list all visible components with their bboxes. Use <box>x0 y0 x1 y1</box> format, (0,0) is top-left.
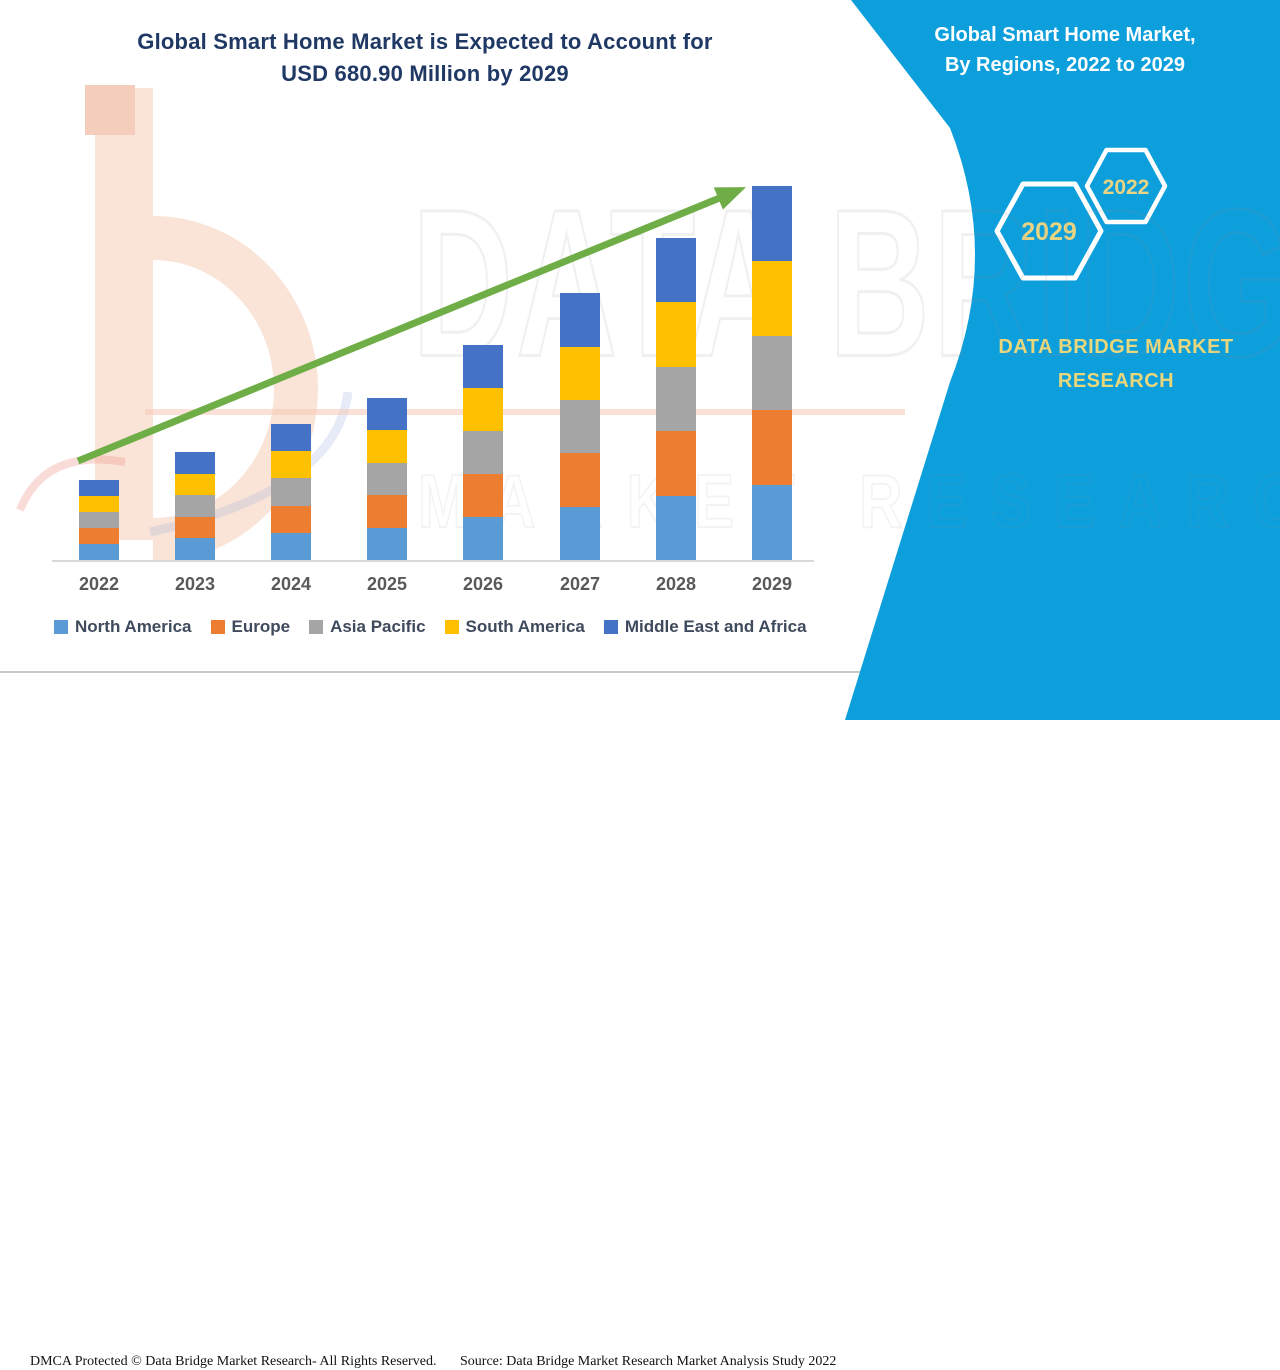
bar-segment-europe <box>656 431 696 496</box>
footer-dmca-text: DMCA Protected © Data Bridge Market Rese… <box>30 1354 437 1369</box>
sidebar-title-line2: By Regions, 2022 to 2029 <box>944 54 1186 76</box>
sidebar-panel-shape: 2029 2022 <box>845 0 1280 720</box>
bar-segment-asia-pacific <box>463 431 503 474</box>
sidebar-panel-background <box>845 0 1280 720</box>
hexagon-2022-label: 2022 <box>1103 176 1150 199</box>
hexagon-2022 <box>1084 147 1168 225</box>
chart-legend: North America Europe Asia Pacific South Ame… <box>54 617 807 637</box>
header: Global Smart Home Market is Expected to … <box>0 0 1280 100</box>
x-axis-label-2026: 2026 <box>462 574 504 594</box>
legend-item-middle-east-and-africa: Middle East and Africa <box>603 617 807 637</box>
bar-segment-europe <box>560 453 600 507</box>
bar-2027 <box>560 293 600 560</box>
bar-segment-middle-east-and-africa <box>367 397 407 431</box>
bar-2026 <box>463 345 503 560</box>
bar-segment-middle-east-and-africa <box>656 237 696 303</box>
x-axis-label-2029: 2029 <box>751 574 793 594</box>
page-title-line1: Global Smart Home Market is Expected to … <box>137 29 713 54</box>
legend-swatch <box>603 620 618 634</box>
bar-segment-north-america <box>79 544 119 560</box>
bar-segment-asia-pacific <box>271 478 311 506</box>
bar-segment-asia-pacific <box>560 399 600 454</box>
bar-segment-south-america <box>752 260 792 336</box>
legend-label: South America <box>465 617 585 636</box>
legend-item-north-america: North America <box>54 617 192 637</box>
bar-segment-europe <box>271 505 311 533</box>
legend-label: Europe <box>231 617 291 636</box>
legend-swatch <box>210 620 225 634</box>
page-title-line2: USD 680.90 Million by 2029 <box>281 61 569 86</box>
x-axis-label-2025: 2025 <box>366 574 408 594</box>
legend-swatch <box>54 620 68 634</box>
x-axis-label-2022: 2022 <box>78 574 120 594</box>
bar-segment-middle-east-and-africa <box>560 293 600 347</box>
bar-segment-north-america <box>752 485 792 560</box>
bar-segment-north-america <box>656 495 696 560</box>
bar-segment-middle-east-and-africa <box>79 480 119 497</box>
sidebar-title-line1: Global Smart Home Market, <box>934 24 1196 46</box>
x-axis-label-2027: 2027 <box>559 574 601 594</box>
bar-2022 <box>79 480 119 560</box>
bar-segment-asia-pacific <box>175 495 215 517</box>
sidebar-title: Global Smart Home Market, By Regions, 20… <box>900 20 1230 80</box>
bar-segment-south-america <box>367 430 407 463</box>
bar-segment-south-america <box>271 451 311 479</box>
bar-2024 <box>271 424 311 560</box>
bar-segment-europe <box>463 474 503 517</box>
bar-segment-europe <box>175 516 215 539</box>
footer-divider <box>0 671 1280 673</box>
bar-segment-asia-pacific <box>367 462 407 496</box>
sidebar-panel: 2029 2022 Global Smart Home Market, By R… <box>845 0 1280 720</box>
bar-segment-europe <box>79 528 119 545</box>
bar-2029 <box>752 186 792 560</box>
stacked-bar-chart: 2022 2023 2024 2025 2026 2027 2028 2029 North A… <box>52 186 814 637</box>
legend-item-asia-pacific: Asia Pacific <box>309 617 426 637</box>
brand-wordmark: DATA BRIDGE MARKET RESEARCH <box>960 330 1272 398</box>
bar-segment-middle-east-and-africa <box>752 186 792 261</box>
bar-segment-north-america <box>367 527 407 560</box>
bar-segment-south-america <box>175 473 215 496</box>
bar-segment-asia-pacific <box>79 512 119 529</box>
brand-wordmark-line1: DATA BRIDGE MARKET <box>998 336 1234 358</box>
bar-segment-south-america <box>79 496 119 513</box>
bar-segment-south-america <box>656 302 696 367</box>
bar-2028 <box>656 237 696 560</box>
bar-segment-middle-east-and-africa <box>463 345 503 388</box>
bar-segment-europe <box>752 410 792 486</box>
bar-segment-north-america <box>271 532 311 560</box>
legend-item-south-america: South America <box>444 617 585 637</box>
hexagon-2029 <box>994 181 1104 281</box>
bar-segment-north-america <box>463 517 503 560</box>
legend-label: North America <box>75 617 192 636</box>
bar-segment-south-america <box>463 388 503 431</box>
bar-2025 <box>367 397 407 560</box>
bar-segment-asia-pacific <box>656 366 696 432</box>
x-axis-label-2024: 2024 <box>270 574 312 594</box>
bar-segment-europe <box>367 495 407 528</box>
footer-source-text: Source: Data Bridge Market Research Mark… <box>460 1354 837 1369</box>
bar-segment-south-america <box>560 346 600 400</box>
page-title: Global Smart Home Market is Expected to … <box>40 26 810 90</box>
brand-wordmark-line2: RESEARCH <box>1057 370 1175 392</box>
x-axis-label-2028: 2028 <box>655 574 697 594</box>
bar-2023 <box>175 452 215 560</box>
legend-label: Asia Pacific <box>330 617 426 636</box>
x-axis-label-2023: 2023 <box>174 574 216 594</box>
hexagon-2029-label: 2029 <box>1021 218 1077 246</box>
legend-swatch <box>444 620 459 634</box>
x-axis-line <box>52 560 814 562</box>
legend-swatch <box>309 620 324 634</box>
bar-segment-middle-east-and-africa <box>175 452 215 474</box>
bar-segment-north-america <box>175 538 215 560</box>
bar-segment-middle-east-and-africa <box>271 424 311 452</box>
legend-item-europe: Europe <box>210 617 291 637</box>
bar-segment-north-america <box>560 506 600 560</box>
bar-segment-asia-pacific <box>752 335 792 411</box>
footer: DMCA Protected © Data Bridge Market Rese… <box>0 670 1280 1369</box>
legend-label: Middle East and Africa <box>624 617 807 636</box>
